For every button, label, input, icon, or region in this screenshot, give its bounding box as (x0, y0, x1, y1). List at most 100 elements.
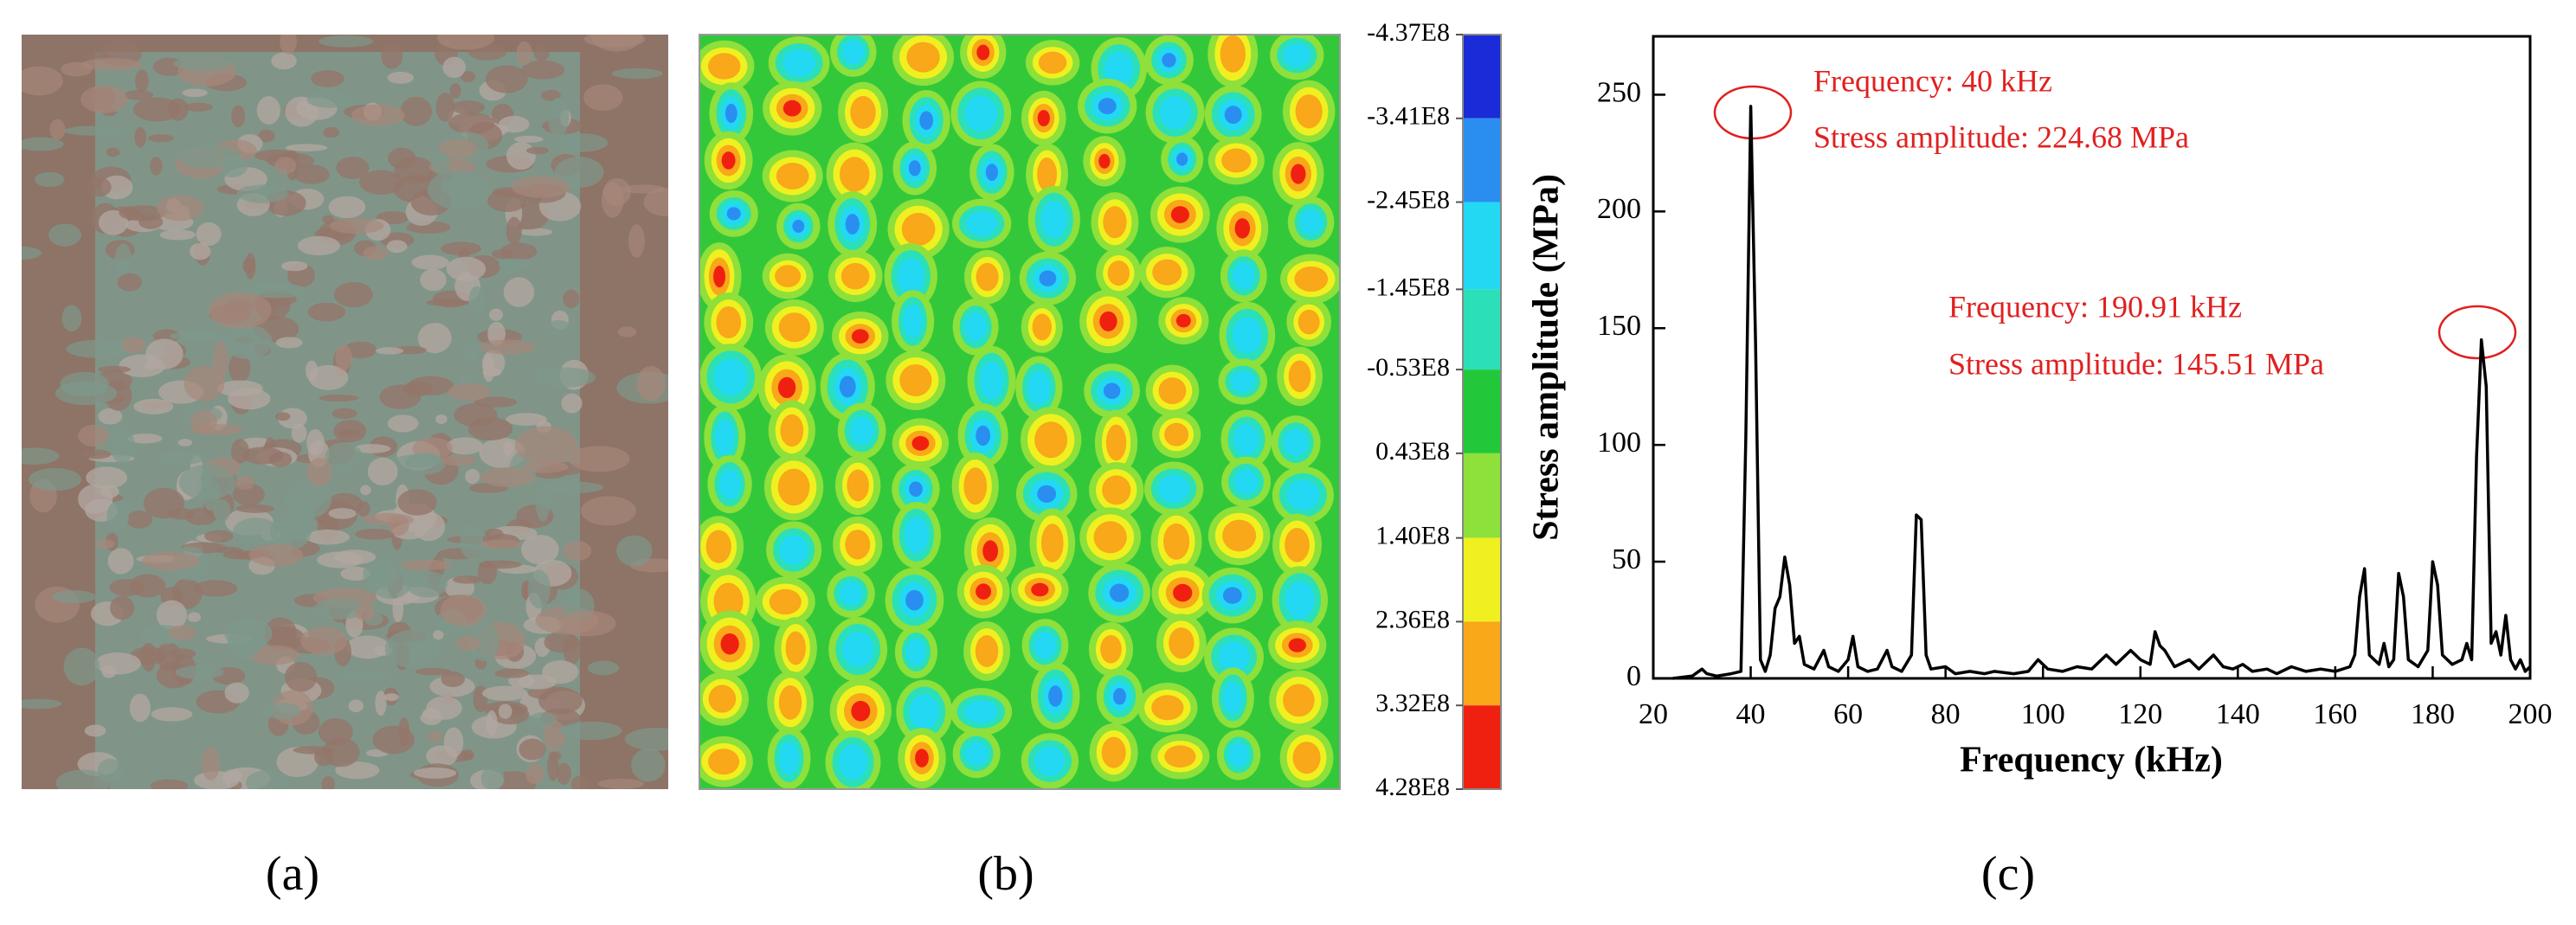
photo-spot (480, 766, 505, 789)
contour-blob (769, 588, 802, 615)
y-tick-label: 0 (1626, 660, 1641, 692)
photo-spot (323, 126, 340, 138)
contour-blob (713, 582, 744, 620)
contour-blob (1162, 53, 1176, 67)
photo-spot (61, 305, 82, 332)
photo-spot (193, 580, 238, 597)
photo-spot (22, 66, 63, 96)
contour-blob (1295, 94, 1323, 129)
photo-spot (372, 725, 415, 755)
photo (22, 35, 668, 789)
photo-spot (547, 97, 570, 138)
photo-spot (157, 195, 204, 222)
photo-spot (52, 590, 96, 604)
photo-spot (297, 235, 340, 256)
photo-spot (127, 434, 163, 444)
contour-blob (780, 414, 804, 447)
contour-blob (779, 535, 808, 566)
photo-spot (143, 487, 185, 519)
y-tick-label: 100 (1597, 427, 1641, 459)
colorbar-label: 1.40E8 (1375, 522, 1450, 550)
contour-blob (1228, 742, 1250, 768)
photo-spot (261, 703, 301, 720)
photo-spot (465, 469, 480, 485)
panel-label: (b) (977, 847, 1034, 901)
x-tick-label: 140 (2216, 698, 2260, 730)
photo-spot (319, 394, 359, 402)
photo-spot (177, 439, 192, 446)
contour-blob (778, 741, 800, 775)
x-tick-label: 180 (2411, 698, 2455, 730)
photo-spot (276, 747, 319, 778)
photo-spot (443, 727, 464, 758)
contour-blob (976, 583, 992, 600)
photo-spot (177, 145, 242, 170)
contour-blob (845, 214, 860, 235)
photo-spot (506, 142, 536, 170)
photo-spot (110, 595, 135, 620)
photo-spot (631, 748, 666, 782)
photo-spot (405, 452, 446, 475)
y-tick-label: 200 (1597, 193, 1641, 225)
contour-blob (965, 210, 998, 236)
photo-spot (401, 559, 453, 571)
contour-blob (1109, 583, 1130, 602)
colorbar-label: -4.37E8 (1367, 18, 1450, 47)
photo-spot (159, 229, 196, 241)
contour-blob (1220, 35, 1246, 73)
photo-spot (458, 375, 476, 385)
photo-spot (467, 417, 513, 441)
photo-spot (86, 466, 127, 489)
photo-spot (521, 60, 565, 80)
photo-spot (525, 146, 550, 155)
photo-spot (384, 629, 439, 668)
photo-spot (568, 446, 630, 472)
x-tick-label: 200 (2508, 698, 2553, 730)
panel-label: (c) (1981, 847, 2035, 901)
photo-spot (448, 112, 495, 135)
contour-blob (1164, 745, 1196, 768)
photo-spot (328, 508, 357, 519)
photo-spot (516, 41, 532, 66)
colorbar-label: -2.45E8 (1367, 185, 1450, 214)
photo-spot (353, 444, 391, 453)
photo-spot (150, 157, 163, 176)
photo-spot (97, 758, 124, 783)
photo-spot (468, 286, 486, 314)
photo-spot (107, 548, 134, 575)
contour-blob (909, 481, 923, 498)
photo-spot (494, 668, 529, 678)
photo-spot (486, 189, 527, 213)
contour-blob (708, 684, 737, 713)
photo-spot (216, 380, 263, 397)
contour-blob (782, 100, 802, 117)
photo-spot (175, 665, 224, 679)
photo-spot (462, 340, 478, 361)
photo-spot (441, 671, 466, 688)
contour-blob (850, 95, 876, 130)
colorbar-frame (1462, 34, 1502, 790)
contour-blob (775, 265, 802, 288)
photo-spot (156, 642, 182, 671)
photo-spot (431, 151, 451, 176)
contour-blob (1294, 266, 1329, 292)
photo-spot (636, 365, 666, 401)
contour-blob (785, 631, 806, 665)
contour-blob (1232, 317, 1262, 354)
contour-blob (847, 469, 869, 502)
photo-spot (245, 253, 256, 279)
photo-spot (480, 539, 522, 549)
photo-spot (81, 449, 112, 459)
contour-blob (979, 361, 1004, 400)
y-axis-title: Stress amplitude (MPa) (1527, 174, 1567, 541)
photo-spot (307, 302, 346, 322)
highlight-circle (2438, 305, 2517, 360)
contour-blob (720, 633, 739, 655)
photo-spot (538, 687, 583, 715)
photo-spot (106, 500, 130, 531)
contour-blob (1040, 201, 1068, 239)
photo-spot (478, 560, 522, 569)
photo-spot (528, 712, 557, 728)
colorbar-label: 4.28E8 (1375, 773, 1450, 801)
